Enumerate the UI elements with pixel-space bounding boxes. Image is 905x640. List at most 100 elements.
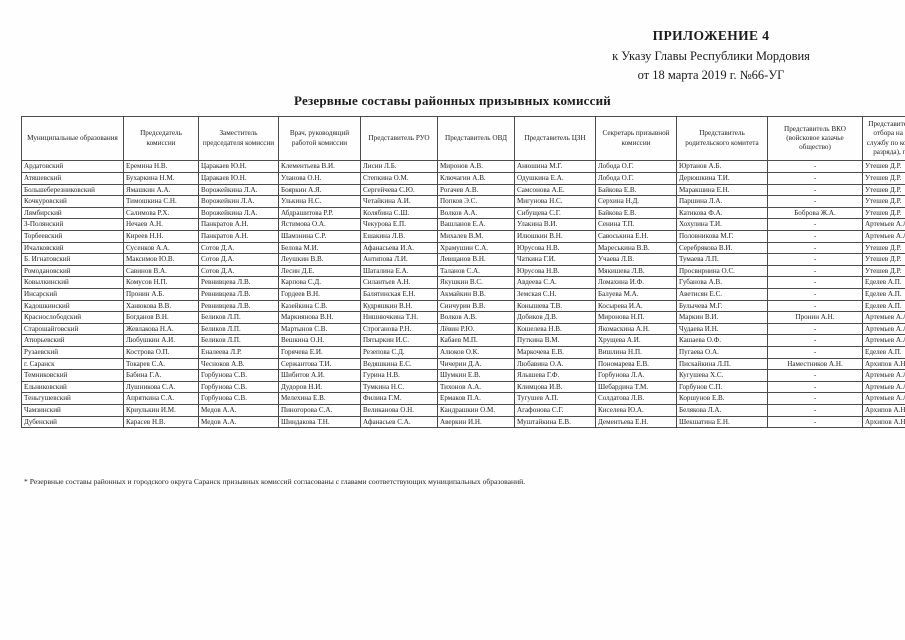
- table-row: Б. Игнатовский Максимов Ю.В. Сотов Д.А. Леу…: [21, 253, 905, 266]
- table-cell: Шумкин Е.В.: [437, 369, 515, 382]
- table-row: Ичалковский Сусенков А.А. Сотов Д.А. Белова…: [21, 241, 905, 255]
- table-cell: Ключагин А.В.: [437, 172, 515, 185]
- table-cell: Рузаевский: [21, 345, 124, 359]
- table-body: Ардатовский Еремина Н.В. Царакаев Ю.Н. Клем…: [21, 160, 905, 429]
- table-row: Старошайговский Жевлакова Н.А. Беликов Л.П…: [21, 322, 905, 336]
- table-cell: Степкина О.М.: [360, 172, 438, 185]
- table-cell: Утешев Д.Р.: [862, 264, 905, 278]
- column-header: Представитель ЦЗН: [514, 115, 596, 162]
- table-cell: Лёвин Р.Ю.: [437, 322, 515, 336]
- table-cell: Архипов А.Н.: [862, 415, 905, 429]
- table-cell: Вишлина Н.П.: [595, 345, 677, 359]
- table-cell: Акмайкин В.В.: [437, 287, 515, 301]
- table-cell: Ешакина Л.В.: [360, 230, 438, 243]
- table-cell: Большеберезниковский: [21, 183, 124, 197]
- table-cell: Утешев Д.Р.: [862, 160, 905, 174]
- table-cell: -: [767, 392, 863, 405]
- table-cell: Пятыркин И.С.: [360, 334, 438, 347]
- table-cell: Лобода О.Г.: [595, 172, 677, 185]
- table-cell: Дудоров Н.И.: [278, 380, 361, 394]
- table-cell: Синчурин В.В.: [437, 299, 515, 313]
- column-header: Представитель РУО: [360, 115, 438, 162]
- table-row: Ромодановский Савинов В.А. Сотов Д.А. Лесин…: [21, 264, 905, 278]
- table-cell: г. Саранск: [21, 357, 124, 371]
- table-cell: Шаталина Е.А.: [360, 264, 438, 278]
- table-cell: Жевлакова Н.А.: [123, 322, 199, 336]
- decree-line: к Указу Главы Республики Мордовия: [612, 49, 810, 63]
- table-cell: Краснослободский: [21, 311, 124, 324]
- table-head-row: Муниципальные образования Председатель ко…: [21, 115, 905, 162]
- table-cell: Паршина Л.А.: [676, 195, 768, 208]
- table-row: Инсарский Пронин А.Б. Ревнивцева Л.В. Горде…: [21, 287, 905, 301]
- table-cell: Артемьев А.А.: [862, 334, 905, 347]
- table-cell: Михалев В.М.: [437, 230, 515, 243]
- table-cell: Великанова О.Н.: [360, 403, 438, 417]
- table-cell: Утешев Д.Р.: [862, 253, 905, 266]
- table-cell: Беликов Л.П.: [198, 334, 279, 347]
- table-cell: Гордеев В.Н.: [278, 287, 361, 301]
- table-cell: Аверкин И.Н.: [437, 415, 515, 429]
- table-cell: Артемьев А.А.: [862, 380, 905, 394]
- table-cell: Резепова С.Д.: [360, 345, 438, 359]
- table-cell: Ястимова О.А.: [278, 218, 361, 231]
- table-cell: Горбунов С.П.: [676, 380, 768, 394]
- table-cell: -: [767, 322, 863, 336]
- table-cell: Кабаев М.П.: [437, 334, 515, 347]
- table-cell: Улакина В.И.: [514, 218, 596, 231]
- table-cell: Ичалковский: [21, 241, 124, 255]
- table-cell: Миронова Н.П.: [595, 311, 677, 324]
- table-cell: Еделев А.П.: [862, 276, 905, 289]
- table-cell: Мелехина Е.В.: [278, 392, 361, 405]
- table-cell: -: [767, 218, 863, 231]
- table-cell: Балятинская Е.Н.: [360, 287, 438, 301]
- table-cell: Еремина Н.В.: [123, 160, 199, 174]
- table-cell: Шиндакова Т.Н.: [278, 415, 361, 429]
- table-cell: З-Полянский: [21, 218, 124, 231]
- table-cell: Маркочева Е.В.: [514, 345, 596, 359]
- table-row: Темниковский Бабина Г.А. Горбунова С.В. Шиб…: [21, 369, 905, 382]
- table-cell: Артемьев А.А.: [862, 322, 905, 336]
- table-cell: Любушкин А.И.: [123, 334, 199, 347]
- table-row: Краснослободский Богданов В.Н. Беликов Л.П…: [21, 311, 905, 324]
- table-cell: Карпова С.Д.: [278, 276, 361, 289]
- table-cell: Балуева М.А.: [595, 287, 677, 301]
- table-cell: Климцова И.В.: [514, 380, 596, 394]
- table-row: г. Саранск Токарев С.А. Чесноков А.В. Сержа…: [21, 357, 905, 371]
- table-cell: Мякишева Л.В.: [595, 264, 677, 278]
- table-cell: Торбеевский: [21, 230, 124, 243]
- table-cell: Чичерин Д.А.: [437, 357, 515, 371]
- table-row: Ельниковский Лушникова С.А. Горбунова С.В.…: [21, 380, 905, 394]
- column-header: Муниципальные образования: [21, 115, 124, 162]
- table-cell: Архипов А.Н.: [862, 403, 905, 417]
- table-cell: Теньгушевский: [21, 392, 124, 405]
- table-cell: Горбунова Л.А.: [595, 369, 677, 382]
- table-cell: -: [767, 369, 863, 382]
- table-cell: Уланова О.Н.: [278, 172, 361, 185]
- table-cell: Сотов Д.А.: [198, 253, 279, 266]
- table-cell: Вашланов Е.А.: [437, 218, 515, 231]
- table-cell: Бухаркина Н.М.: [123, 172, 199, 185]
- footnote: * Резервные составы районных и городског…: [24, 477, 526, 486]
- table-row: Дубенский Карасев Н.В. Медов А.А. Шиндакова…: [21, 415, 905, 429]
- table-cell: Максимов Ю.В.: [123, 253, 199, 266]
- table-row: Торбеевский Киреев Н.Н. Панкратов А.Н. Шамз…: [21, 230, 905, 243]
- table-cell: Одушкина Е.А.: [514, 172, 596, 185]
- table-cell: Добиков Д.В.: [514, 311, 596, 324]
- column-header: Председатель комиссии: [123, 115, 199, 162]
- table-cell: Тугушев А.П.: [514, 392, 596, 405]
- table-cell: Хохулина Т.И.: [676, 218, 768, 231]
- table-cell: Абдрашитова Р.Р.: [278, 206, 361, 220]
- table-cell: Самсонова А.Е.: [514, 183, 596, 197]
- table-cell: Ворожейкин Л.А.: [198, 195, 279, 208]
- column-header: Врач, руководящий работой комиссии: [278, 115, 361, 162]
- table-cell: Кострова О.П.: [123, 345, 199, 359]
- table-cell: -: [767, 287, 863, 301]
- table-cell: -: [767, 172, 863, 185]
- table-cell: Афанасьев С.А.: [360, 415, 438, 429]
- table-cell: Шамзнина С.Р.: [278, 230, 361, 243]
- table-cell: -: [767, 403, 863, 417]
- table-cell: Тимошкина С.Н.: [123, 195, 199, 208]
- table-cell: Богданов В.Н.: [123, 311, 199, 324]
- table-cell: Медов А.А.: [198, 403, 279, 417]
